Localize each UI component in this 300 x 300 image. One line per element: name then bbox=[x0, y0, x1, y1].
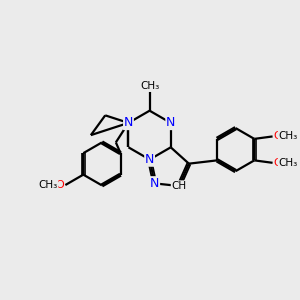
Text: O: O bbox=[274, 158, 282, 168]
Text: N: N bbox=[124, 116, 133, 129]
Text: O: O bbox=[274, 131, 282, 141]
Text: N: N bbox=[166, 116, 176, 129]
Text: CH: CH bbox=[171, 181, 187, 191]
Text: CH₃: CH₃ bbox=[38, 180, 58, 190]
Text: O: O bbox=[56, 180, 64, 190]
Text: CH₃: CH₃ bbox=[278, 131, 298, 141]
Text: N: N bbox=[145, 153, 154, 166]
Text: N: N bbox=[150, 177, 159, 190]
Text: CH₃: CH₃ bbox=[140, 81, 159, 92]
Text: CH₃: CH₃ bbox=[278, 158, 298, 168]
